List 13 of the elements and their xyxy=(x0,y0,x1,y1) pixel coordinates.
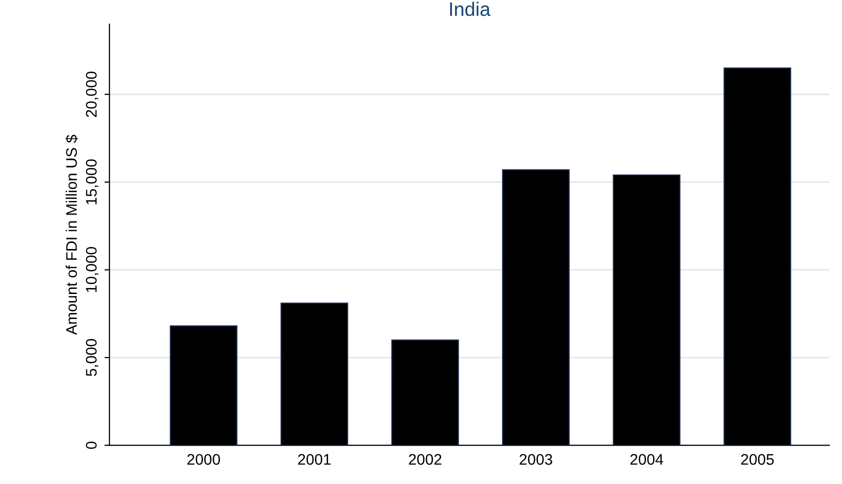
y-tick-label: 15,000 xyxy=(86,159,99,204)
x-tick-label: 2002 xyxy=(408,454,442,465)
y-tick-label: 0 xyxy=(86,442,97,449)
x-tick-label: 2005 xyxy=(741,454,774,465)
x-tick-label: 2001 xyxy=(298,454,331,465)
y-tick-label: 10,000 xyxy=(86,247,99,292)
chart-title: India xyxy=(450,2,490,16)
x-tick-label: 2004 xyxy=(630,454,664,465)
x-tick-label: 2000 xyxy=(187,454,220,465)
y-axis-title: Amount of FDI in Million US $ xyxy=(65,134,78,335)
x-tick-label: 2003 xyxy=(520,454,552,465)
y-tick-label: 20,000 xyxy=(86,72,99,117)
y-tick-label: 5,000 xyxy=(86,339,99,376)
